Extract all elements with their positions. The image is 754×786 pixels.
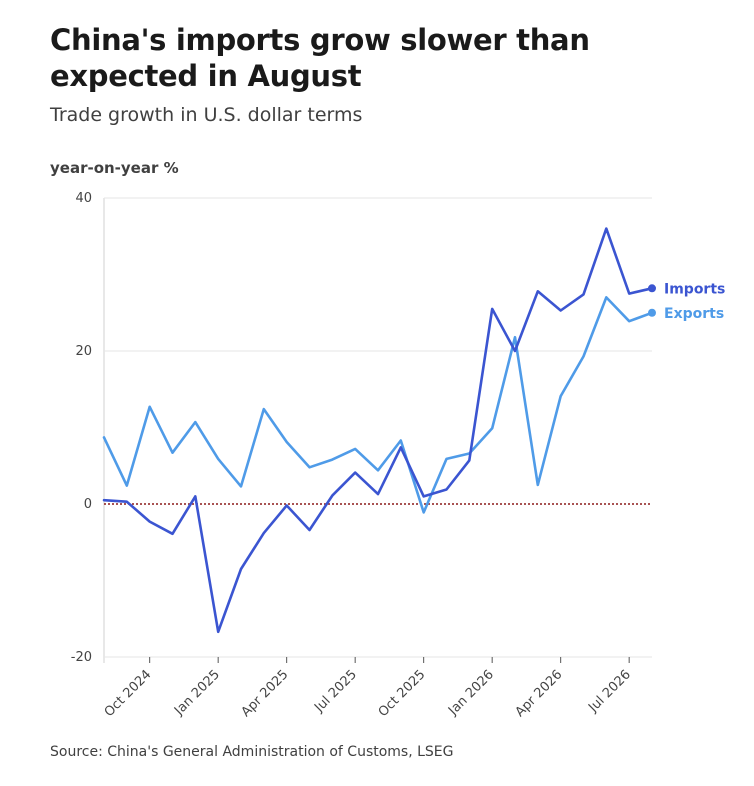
x-tick-label: Oct 2025: [376, 667, 429, 720]
y-axis-ticks: -20 0 20 40: [71, 191, 92, 665]
x-tick-label: Apr 2026: [513, 667, 566, 720]
x-tick-label: Apr 2025: [239, 667, 292, 720]
y-tick-label: 40: [75, 191, 92, 206]
legend-imports: Imports: [664, 281, 725, 297]
x-tick-label: Jul 2025: [311, 667, 360, 716]
end-marker-imports: [648, 284, 656, 293]
end-marker-exports: [648, 308, 656, 317]
x-tick-label: Jan 2025: [171, 667, 223, 719]
x-tick-label: Jul 2026: [585, 667, 634, 716]
series-line-exports: [102, 296, 654, 514]
y-tick-label: -20: [71, 650, 92, 665]
series-line-imports: [102, 227, 654, 634]
x-tick-label: Oct 2024: [102, 667, 155, 720]
x-tick-label: Jan 2026: [445, 667, 497, 719]
legend-layer: Imports Exports: [648, 281, 725, 322]
source-note: Source: China's General Administration o…: [50, 744, 454, 760]
legend-exports: Exports: [664, 306, 724, 322]
y-tick-label: 0: [84, 497, 92, 512]
series-layer: [102, 227, 654, 634]
x-axis-ticks: Oct 2024 Jan 2025 Apr 2025 Jul 2025 Oct 2025…: [102, 657, 634, 720]
chart-title: China's imports grow slower than expecte…: [50, 23, 590, 93]
y-axis-label: year-on-year %: [50, 159, 179, 177]
y-tick-label: 20: [75, 344, 92, 359]
chart-subtitle: Trade growth in U.S. dollar terms: [50, 104, 363, 126]
grid-layer: [103, 197, 652, 663]
